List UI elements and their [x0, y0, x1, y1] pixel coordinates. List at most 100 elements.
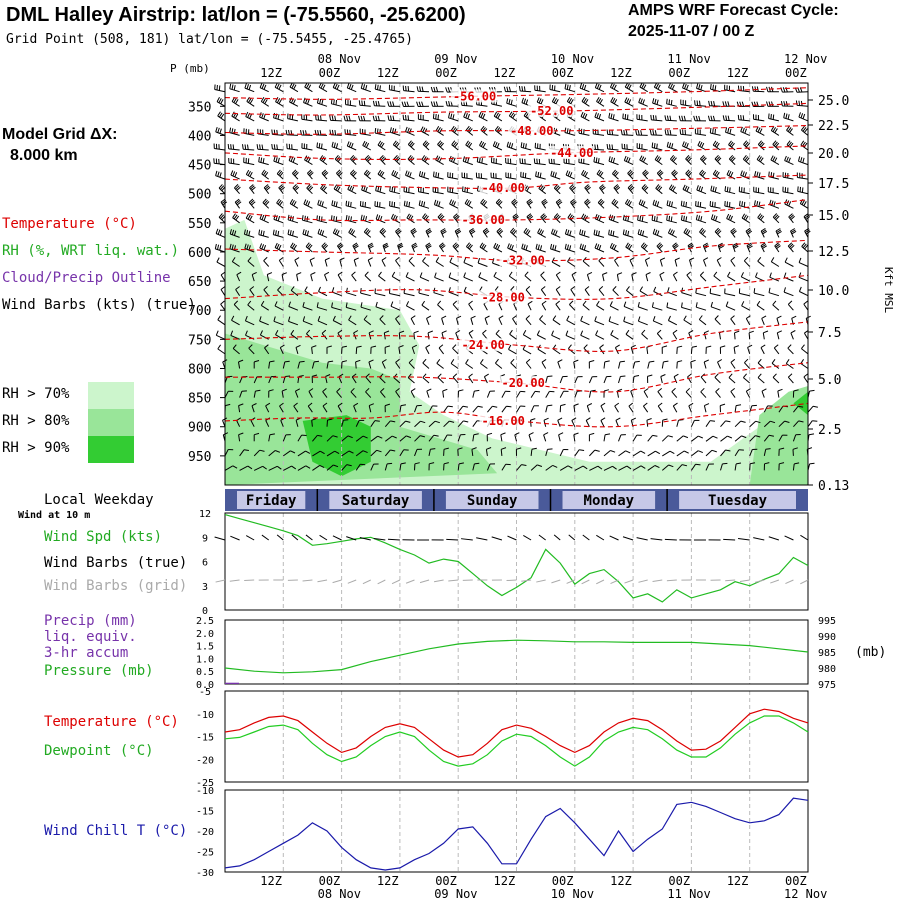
wind-barb — [500, 447, 507, 456]
legend-temperature: Temperature (°C) — [2, 216, 137, 232]
wind-barb-staff — [551, 261, 561, 267]
wind-barb-staff — [272, 133, 284, 136]
wind-barb-staff — [365, 391, 372, 398]
wind-barb-feather — [713, 271, 718, 277]
wind-barb — [475, 172, 488, 180]
wind-barb — [737, 114, 750, 122]
wind-barb-feather — [566, 96, 571, 102]
wind-barb-staff — [657, 405, 663, 413]
wind-barb-feather — [216, 97, 220, 102]
wind-barb-staff — [383, 332, 386, 340]
wind-barb — [662, 450, 675, 457]
wind-barb-staff — [355, 450, 364, 457]
wind-barb — [410, 227, 417, 238]
wind-barb-feather — [769, 272, 772, 278]
wind-barb — [598, 286, 605, 297]
temp-contour-label: -20.00 — [502, 376, 545, 390]
wind-barb-feather — [433, 86, 436, 92]
wind-chill-tick: -20 — [196, 827, 214, 838]
top-hour-label: 00Z — [319, 66, 341, 80]
wind-barb-staff — [355, 464, 361, 471]
wind-barb-staff — [651, 219, 663, 224]
wind-barb — [498, 315, 504, 326]
wind-barb-staff — [763, 420, 771, 428]
wind-barb-feather — [743, 214, 747, 220]
wind-barb — [220, 286, 226, 296]
wind-barb-feather — [362, 84, 366, 90]
wind-barb-staff — [243, 132, 255, 136]
wind-barb-staff — [296, 274, 299, 282]
wind-barb — [367, 257, 373, 267]
wind-barb — [784, 199, 794, 209]
wind-barb-staff — [749, 449, 753, 457]
wind-barb-feather — [656, 230, 660, 236]
wind-barb-feather — [281, 272, 287, 275]
wind-barb-staff — [418, 118, 430, 122]
wind-barb-feather — [321, 169, 327, 174]
wind-barb-staff — [472, 463, 475, 471]
wind-barb-feather — [540, 286, 546, 290]
wind-barb-feather — [581, 213, 585, 219]
wind-chill-series-0 — [224, 797, 809, 871]
wind-barb-feather — [579, 83, 583, 89]
wind-barb — [443, 447, 449, 456]
wind-barb — [317, 228, 328, 238]
wind-barb — [753, 114, 765, 122]
wind-barb-staff — [500, 434, 503, 442]
wind-barb — [359, 200, 371, 209]
wind-barb-staff — [618, 361, 621, 369]
wind-barb-feather — [686, 143, 689, 149]
wind-barb-staff — [426, 390, 430, 398]
wind-barb — [233, 300, 240, 311]
wind-barb-feather — [783, 101, 786, 107]
wind-barb — [286, 143, 298, 151]
wind-barb-feather — [797, 87, 800, 93]
wind-barb-feather — [654, 155, 659, 160]
wind-barb — [720, 449, 731, 457]
bottom-hour-label: 00Z — [668, 874, 690, 888]
wind-barb — [594, 112, 605, 122]
wind-barb-feather — [540, 99, 544, 105]
wind-barb-staff — [555, 274, 561, 282]
wind-barb-feather — [375, 301, 378, 307]
wind-barb-feather — [365, 216, 368, 222]
wind-barb-feather — [369, 245, 374, 249]
wind-barb — [770, 257, 780, 267]
wind-barb-feather — [398, 245, 404, 249]
wind-barb — [514, 432, 520, 442]
wind-barb — [707, 115, 721, 122]
wind-barb-feather — [604, 360, 610, 363]
bottom-hour-label: 12Z — [260, 874, 282, 888]
wind-barb — [589, 449, 600, 457]
wind-barb-feather — [291, 243, 296, 249]
wind-barb-feather — [458, 389, 464, 392]
wind-barb — [495, 358, 503, 369]
wind-barb — [352, 242, 359, 253]
wind-barb — [653, 82, 663, 93]
weekday-label: Tuesday — [708, 493, 768, 509]
wind-barb-feather — [677, 360, 683, 363]
wind-barb-staff — [603, 450, 611, 457]
wind-barb-staff — [214, 89, 226, 93]
wind-barb-feather — [666, 115, 669, 121]
wind-barb — [377, 140, 386, 151]
wind-barb-staff — [447, 176, 459, 180]
wind-barb — [728, 140, 736, 151]
wind-barb-feather — [482, 113, 486, 119]
wind-barb-feather — [539, 172, 542, 178]
wind-barb — [686, 271, 692, 282]
wind-barb-feather — [382, 242, 388, 246]
wind-barb-feather — [380, 142, 385, 148]
wind-barb-staff — [374, 132, 386, 136]
wind-barb — [738, 186, 750, 195]
wind-barb — [282, 434, 291, 442]
wind-barb-feather — [756, 101, 759, 107]
wind-barb-feather — [772, 373, 777, 378]
wind-barb-staff — [418, 191, 430, 195]
wind-barb — [428, 434, 439, 442]
wind-barb-staff — [306, 187, 313, 195]
wind-barb-feather — [760, 344, 766, 349]
wind-barb-feather — [542, 215, 548, 220]
wind-barb-feather — [508, 142, 512, 148]
wind-barb-staff — [726, 174, 736, 180]
